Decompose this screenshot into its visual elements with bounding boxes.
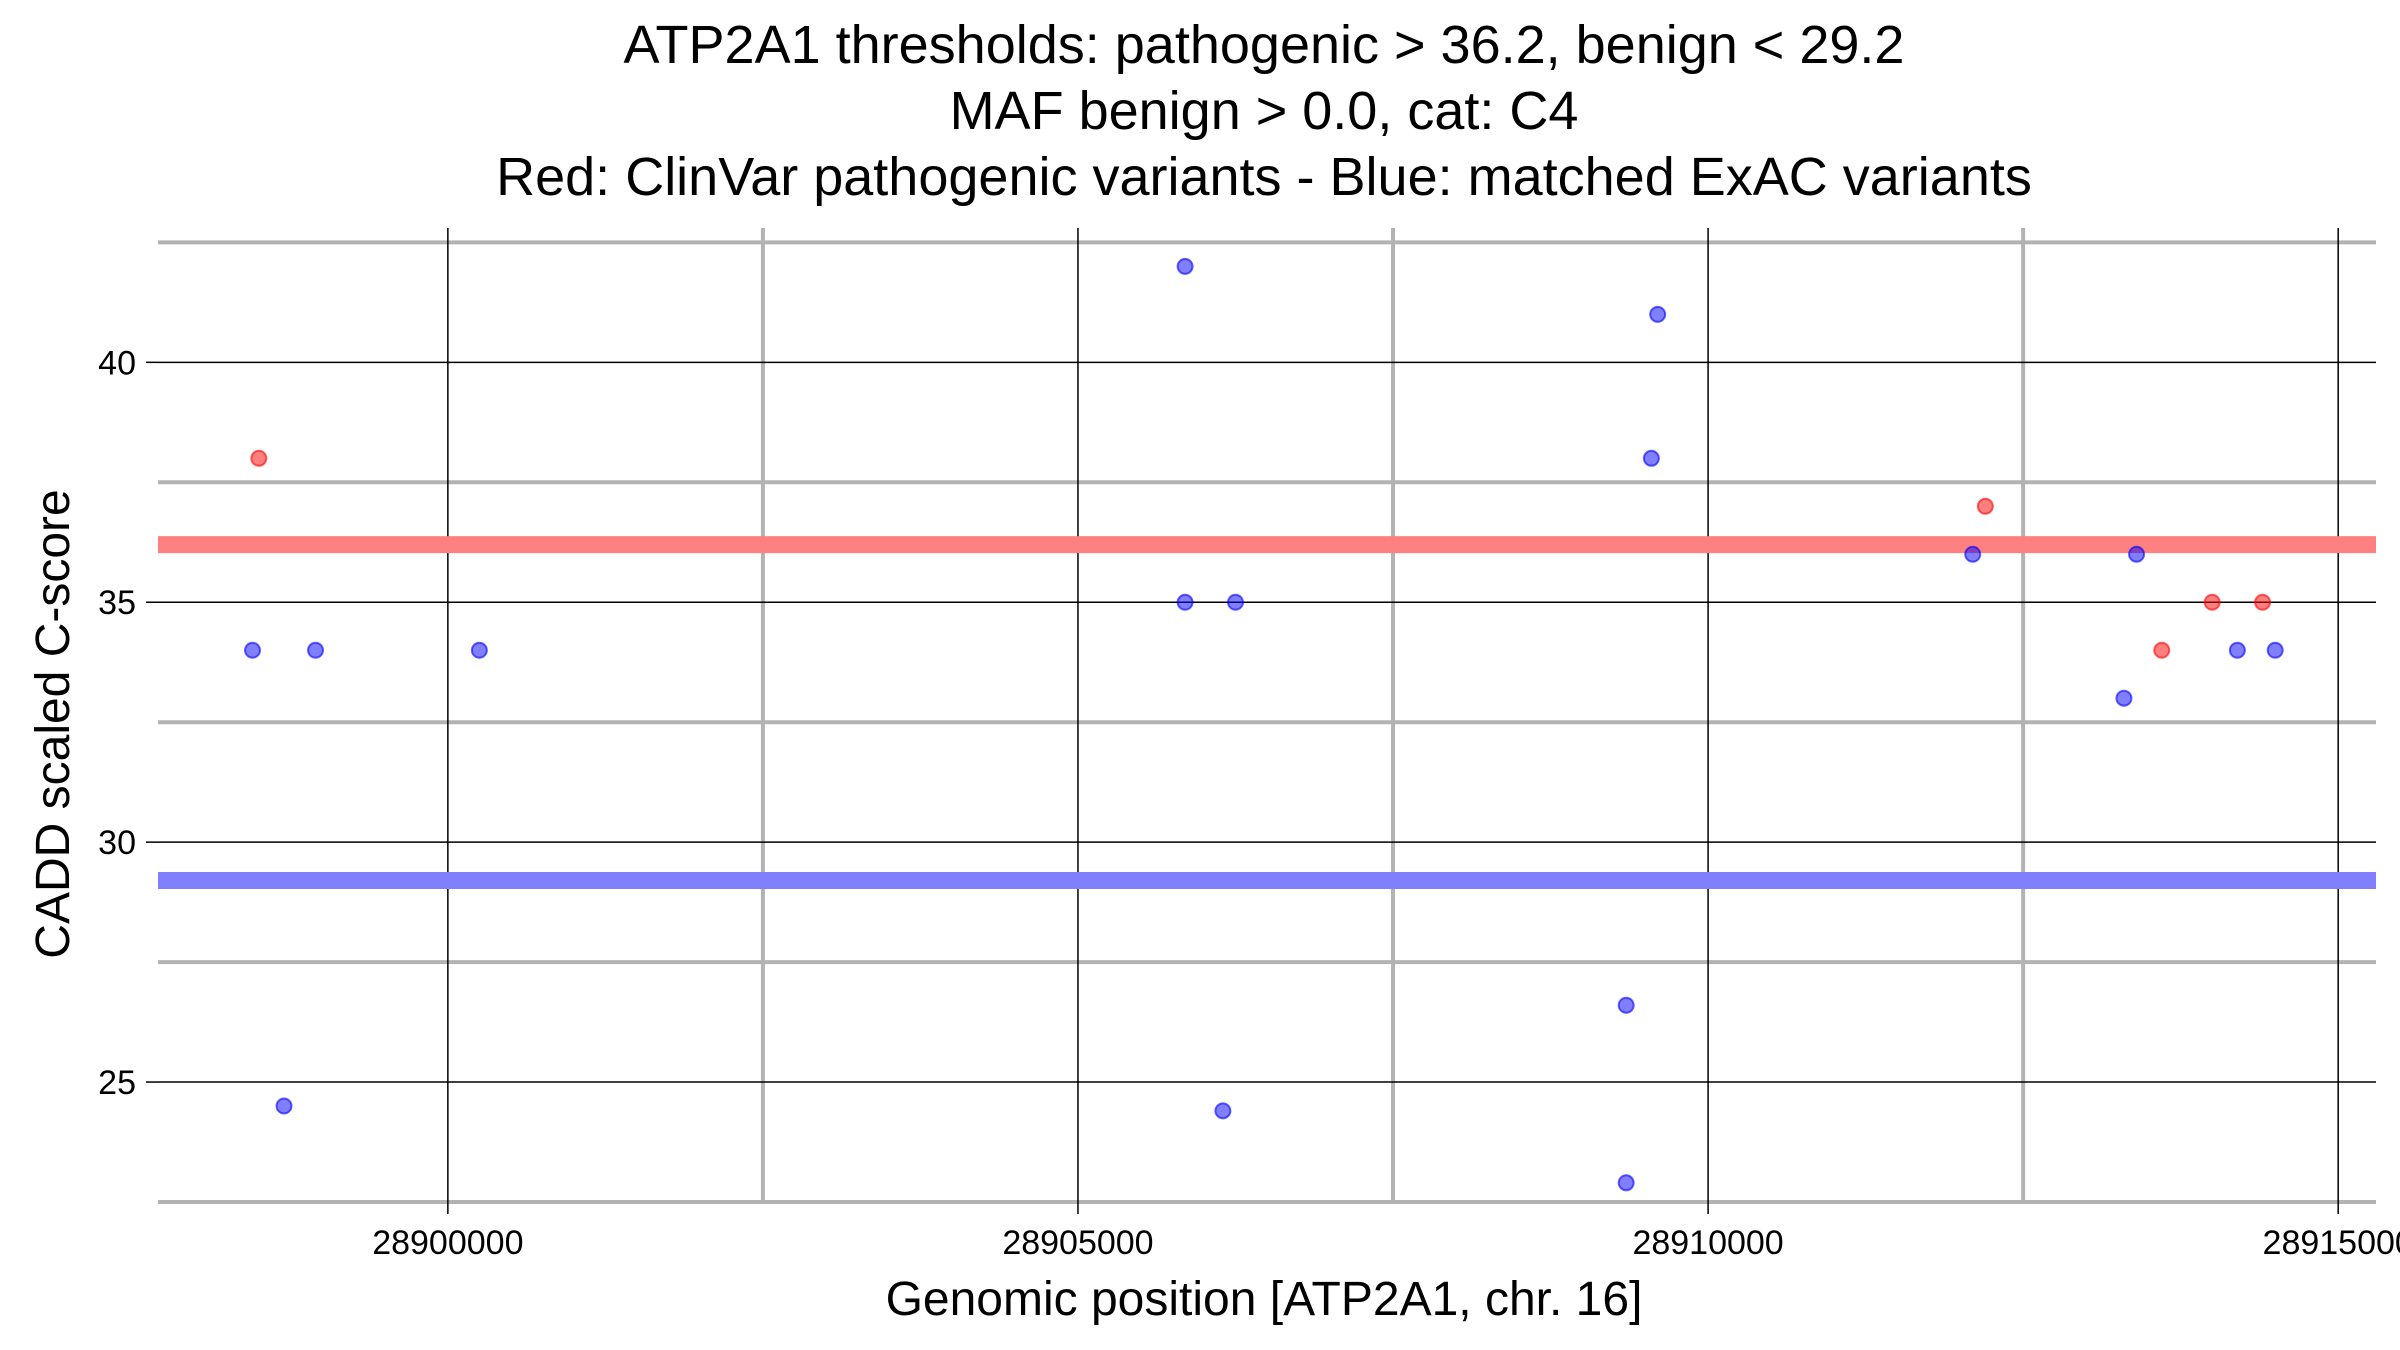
chart-title-line-1: ATP2A1 thresholds: pathogenic > 36.2, be… — [624, 15, 1905, 75]
data-point — [2153, 641, 2171, 659]
x-tick-label: 28905000 — [1002, 1224, 1153, 1262]
chart-title-line-2: MAF benign > 0.0, cat: C4 — [950, 81, 1579, 141]
data-point — [2128, 545, 2146, 563]
major-gridlines — [158, 228, 2376, 1202]
minor-gridlines — [158, 228, 2376, 1204]
data-point — [1176, 593, 1194, 611]
data-point — [1226, 593, 1244, 611]
data-point — [2203, 593, 2221, 611]
data-point — [1964, 545, 1982, 563]
threshold-lines — [158, 536, 2376, 890]
data-point — [2115, 689, 2133, 707]
data-point — [470, 641, 488, 659]
data-points — [244, 257, 2284, 1192]
data-point — [275, 1097, 293, 1115]
data-point — [2228, 641, 2246, 659]
data-point — [1617, 996, 1635, 1014]
y-axis-title: CADD scaled C-score — [27, 489, 80, 958]
x-axis-ticks: 28900000 28905000 28910000 28915000 — [372, 1202, 2400, 1262]
chart-title-line-3: Red: ClinVar pathogenic variants - Blue:… — [496, 147, 2032, 207]
data-point — [1214, 1102, 1232, 1120]
data-point — [1642, 449, 1660, 467]
data-point — [1976, 497, 1994, 515]
y-tick-label: 40 — [98, 344, 136, 382]
x-tick-label: 28915000 — [2263, 1224, 2400, 1262]
x-axis-title: Genomic position [ATP2A1, chr. 16] — [886, 1273, 1643, 1326]
x-tick-label: 28900000 — [372, 1224, 523, 1262]
x-tick-label: 28910000 — [1632, 1224, 1783, 1262]
y-axis-ticks: 25 30 35 40 — [98, 344, 158, 1102]
data-point — [307, 641, 325, 659]
data-point — [1649, 305, 1667, 323]
data-point — [2266, 641, 2284, 659]
data-point — [2254, 593, 2272, 611]
y-tick-label: 35 — [98, 584, 136, 622]
data-point — [1176, 257, 1194, 275]
data-point — [250, 449, 268, 467]
data-point — [244, 641, 262, 659]
y-tick-label: 30 — [98, 824, 136, 862]
y-tick-label: 25 — [98, 1064, 136, 1102]
data-point — [1617, 1174, 1635, 1192]
